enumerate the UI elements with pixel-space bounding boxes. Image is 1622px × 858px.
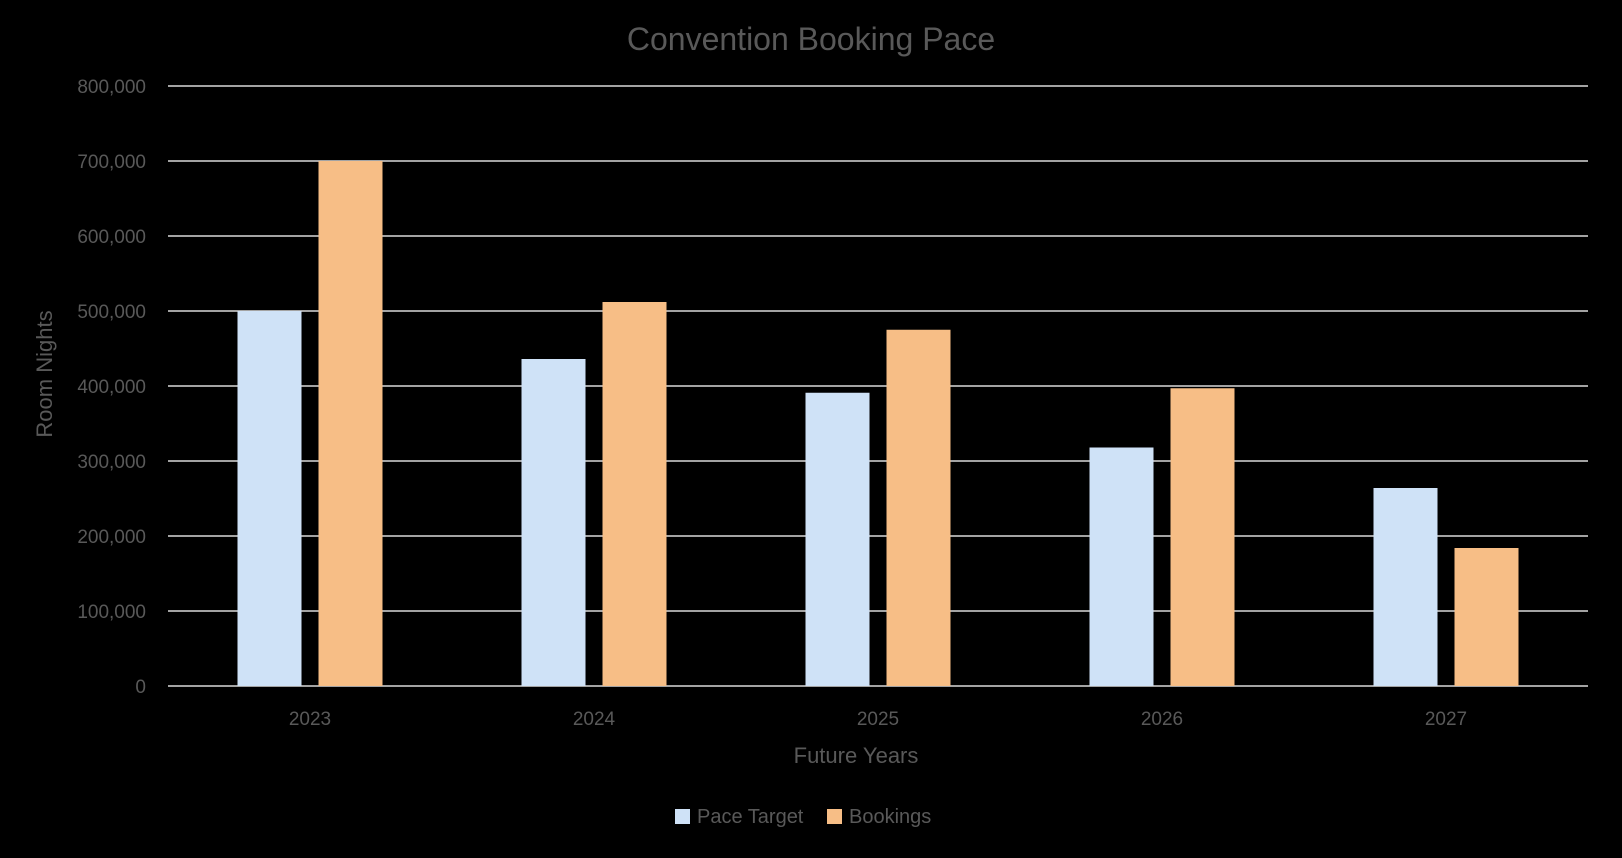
chart-title: Convention Booking Pace (627, 21, 995, 57)
y-tick-label: 300,000 (77, 452, 146, 473)
y-tick-label: 500,000 (77, 302, 146, 323)
y-tick-label: 400,000 (77, 377, 146, 398)
y-axis-label: Room Nights (32, 310, 57, 437)
legend-swatch-pace-target (675, 809, 690, 824)
legend-label: Pace Target (697, 806, 804, 828)
bars (237, 161, 1519, 686)
y-tick-label: 600,000 (77, 227, 146, 248)
legend-label: Bookings (849, 806, 931, 828)
bar-pace-target-2027 (1373, 488, 1438, 686)
y-tick-label: 100,000 (77, 602, 146, 623)
y-tick-label: 0 (135, 677, 146, 698)
x-tick-label: 2027 (1425, 709, 1467, 730)
bar-pace-target-2023 (237, 311, 302, 686)
bar-bookings-2024 (602, 302, 667, 686)
y-tick-label: 200,000 (77, 527, 146, 548)
bar-pace-target-2026 (1089, 447, 1154, 686)
legend: Pace Target Bookings (675, 806, 931, 828)
bar-pace-target-2025 (805, 392, 870, 686)
gridlines (168, 85, 1588, 687)
y-tick-label: 800,000 (77, 77, 146, 98)
x-tick-label: 2026 (1141, 709, 1183, 730)
bar-bookings-2025 (886, 329, 951, 686)
bar-bookings-2023 (318, 161, 383, 686)
y-axis-ticks: 0 100,000 200,000 300,000 400,000 500,000 600,… (77, 77, 146, 698)
x-axis-ticks: 2023 2024 2025 2026 2027 (289, 709, 1467, 730)
x-tick-label: 2023 (289, 709, 331, 730)
bar-pace-target-2024 (521, 359, 586, 686)
y-tick-label: 700,000 (77, 152, 146, 173)
bar-bookings-2026 (1170, 388, 1235, 686)
x-tick-label: 2024 (573, 709, 616, 730)
x-axis-label: Future Years (794, 743, 919, 768)
legend-swatch-bookings (827, 809, 842, 824)
x-tick-label: 2025 (857, 709, 899, 730)
bar-bookings-2027 (1454, 548, 1519, 686)
